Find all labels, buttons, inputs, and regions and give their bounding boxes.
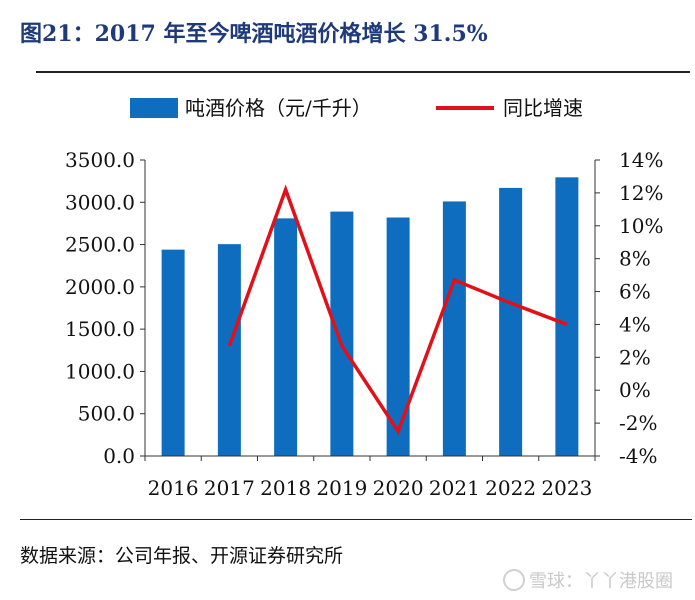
left-tick-label: 2500.0: [65, 233, 135, 257]
x-tick-label: 2016: [148, 476, 199, 500]
legend-bar-swatch: [130, 98, 178, 118]
right-tick-label: 0%: [619, 378, 651, 402]
growth-line-series: [227, 184, 568, 436]
chart: 吨酒价格（元/千升） 同比增速 0.0 500.0 1000.0 1500.0 2000.…: [65, 96, 663, 500]
right-tick-label: 10%: [619, 214, 663, 238]
left-tick-label: 3000.0: [65, 190, 135, 214]
right-tick-label: 14%: [619, 148, 663, 172]
bar-2018: [274, 218, 298, 456]
right-tick-label: -2%: [619, 411, 658, 435]
left-tick-label: 1000.0: [65, 359, 135, 383]
left-tick-label: 2000.0: [65, 275, 135, 299]
axes: 0.0 500.0 1000.0 1500.0 2000.0 2500.0 3000.0 35…: [65, 148, 663, 500]
bar-2016: [161, 249, 185, 456]
right-tick-label: 6%: [619, 280, 651, 304]
source-note: 数据来源：公司年报、开源证券研究所: [20, 545, 344, 567]
bar-2019: [330, 211, 354, 456]
x-tick-label: 2021: [429, 476, 480, 500]
bar-2020: [386, 217, 410, 456]
right-tick-label: 2%: [619, 345, 651, 369]
left-tick-label: 500.0: [78, 402, 135, 426]
snowball-logo-icon: [503, 569, 525, 591]
left-tick-label: 0.0: [103, 444, 135, 468]
x-tick-label: 2019: [316, 476, 367, 500]
x-tick-label: 2020: [373, 476, 424, 500]
right-tick-label: 8%: [619, 247, 651, 271]
legend-line-label: 同比增速: [503, 96, 583, 120]
title-divider: [36, 71, 690, 73]
bar-2023: [555, 177, 579, 456]
x-tick-label: 2018: [260, 476, 311, 500]
watermark-text: 雪球：丫丫港股圈: [529, 571, 673, 592]
bar-series: [161, 177, 579, 456]
legend: 吨酒价格（元/千升） 同比增速: [130, 96, 583, 120]
x-tick-label: 2023: [541, 476, 592, 500]
x-tick-label: 2022: [485, 476, 536, 500]
right-tick-label: -4%: [619, 444, 658, 468]
left-tick-label: 3500.0: [65, 148, 135, 172]
chart-title: 图21：2017 年至今啤酒吨酒价格增长 31.5%: [20, 21, 488, 47]
footer-divider: [20, 519, 692, 520]
right-tick-label: 12%: [619, 181, 663, 205]
left-tick-label: 1500.0: [65, 317, 135, 341]
right-tick-label: 4%: [619, 312, 651, 336]
watermark: 雪球：丫丫港股圈: [503, 567, 673, 593]
x-tick-label: 2017: [204, 476, 255, 500]
bar-2021: [442, 201, 466, 456]
legend-bar-label: 吨酒价格（元/千升）: [185, 96, 372, 120]
bar-2022: [499, 187, 523, 456]
bar-2017: [217, 244, 241, 456]
